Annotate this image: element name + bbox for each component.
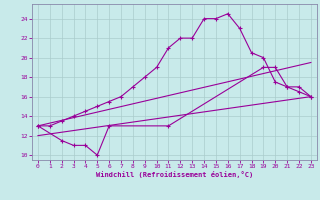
X-axis label: Windchill (Refroidissement éolien,°C): Windchill (Refroidissement éolien,°C) bbox=[96, 171, 253, 178]
